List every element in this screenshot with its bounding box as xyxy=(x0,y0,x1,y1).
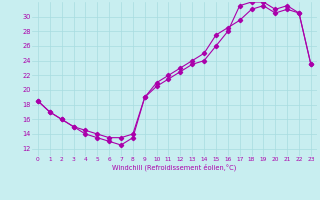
X-axis label: Windchill (Refroidissement éolien,°C): Windchill (Refroidissement éolien,°C) xyxy=(112,164,236,171)
